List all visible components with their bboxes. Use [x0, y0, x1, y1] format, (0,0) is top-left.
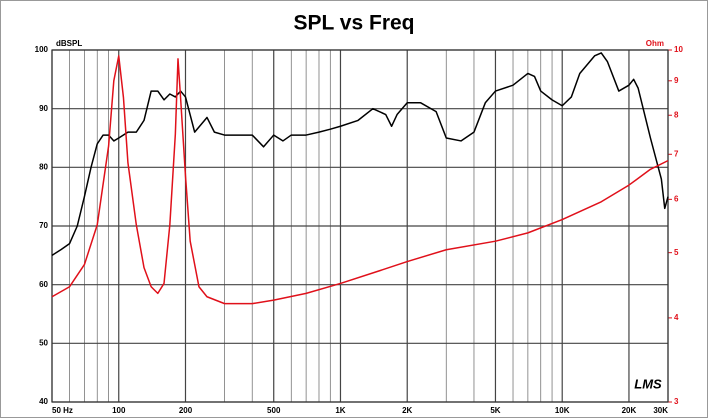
y2-tick-label: 6	[674, 194, 679, 203]
y-tick-label: 50	[39, 338, 48, 347]
y2-tick-label: 5	[674, 248, 679, 257]
y-axis-label: dBSPL	[56, 39, 82, 48]
x-tick-label: 1K	[335, 406, 345, 415]
x-tick-label: 2K	[402, 406, 412, 415]
y-tick-label: 70	[39, 221, 48, 230]
x-tick-label: 5K	[490, 406, 500, 415]
y-tick-label: 60	[39, 280, 48, 289]
x-tick-label: 100	[112, 406, 126, 415]
logo: LMS	[634, 376, 662, 391]
x-tick-label: 500	[267, 406, 281, 415]
x-tick-label: 10K	[555, 406, 570, 415]
series-line	[51, 55, 669, 305]
x-tick-label: 20K	[622, 406, 637, 415]
x-tick-label: 30K	[653, 406, 668, 415]
y2-axis-label: Ohm	[646, 39, 664, 48]
x-tick-label: 50 Hz	[52, 406, 73, 415]
y-tick-label: 80	[39, 162, 48, 171]
x-tick-label: 200	[179, 406, 193, 415]
y2-tick-label: 3	[674, 397, 679, 406]
y-tick-label: 90	[39, 104, 48, 113]
y2-tick-label: 7	[674, 149, 679, 158]
plot-border	[51, 49, 669, 403]
y-tick-label: 40	[39, 397, 48, 406]
y-tick-label: 100	[35, 45, 49, 54]
series-line	[51, 52, 669, 256]
y2-tick-label: 10	[674, 45, 683, 54]
chart-title: SPL vs Freq	[294, 12, 415, 35]
y2-tick-label: 8	[674, 110, 679, 119]
y2-tick-label: 9	[674, 76, 679, 85]
y2-tick-label: 4	[674, 313, 679, 322]
